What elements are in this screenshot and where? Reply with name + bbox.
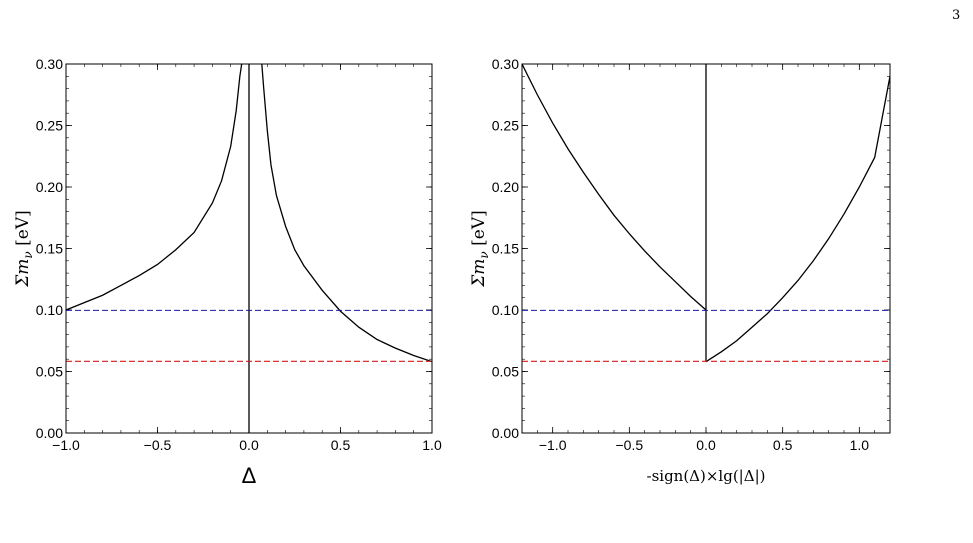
y-tick-label: 0.20 <box>492 179 519 195</box>
x-axis-label: Δ <box>242 463 257 488</box>
x-tick-label: −1.0 <box>539 437 567 453</box>
curve-line <box>261 64 432 363</box>
y-tick-label: 0.20 <box>36 179 63 195</box>
curve-line <box>522 64 707 311</box>
y-tick-label: 0.15 <box>36 241 63 257</box>
figure: −1.0 −0.5 0.0 0.5 1.0 0.00 0.05 0.10 0.15 0.20 0.2… <box>13 56 891 488</box>
x-tick-label: 1.0 <box>850 437 870 453</box>
plot-frame <box>65 63 433 434</box>
y-tick-label: 0.00 <box>492 425 519 441</box>
y-tick-label: 0.05 <box>36 364 63 380</box>
chart-panel-1: −1.0 −0.5 0.0 0.5 1.0 0.00 0.05 0.10 0.15 0.20 0.2… <box>13 56 442 488</box>
plot-frame <box>521 63 891 434</box>
series-group <box>66 64 432 433</box>
chart-panel-2: −1.0 −0.5 0.0 0.5 1.0 0.00 0.05 0.10 0.15 0.20 0.2… <box>469 56 891 485</box>
x-tick-label: −1.0 <box>52 437 80 453</box>
curve-line <box>66 64 243 311</box>
series-group <box>522 64 890 363</box>
y-axis-label: Σmν [eV] <box>469 210 491 287</box>
x-tick-label: 0.5 <box>773 437 793 453</box>
x-tick-label: 0.5 <box>331 437 351 453</box>
curve-line <box>705 76 890 363</box>
y-tick-label: 0.30 <box>492 56 519 72</box>
x-tick-label: −0.5 <box>144 437 172 453</box>
y-tick-label: 0.00 <box>36 425 63 441</box>
caption-fragment <box>395 526 835 543</box>
y-axis-label: Σmν [eV] <box>13 210 35 287</box>
y-tick-label: 0.25 <box>36 118 63 134</box>
y-tick-label: 0.10 <box>36 302 63 318</box>
x-tick-label: 1.0 <box>422 437 442 453</box>
y-tick-label: 0.10 <box>492 302 519 318</box>
page-number: 3 <box>952 8 961 23</box>
x-axis-label: -sign(Δ)×lg(|Δ|) <box>647 467 766 485</box>
x-tick-label: 0.0 <box>239 437 259 453</box>
y-tick-label: 0.05 <box>492 364 519 380</box>
y-tick-label: 0.25 <box>492 118 519 134</box>
y-tick-label: 0.30 <box>36 56 63 72</box>
y-tick-label: 0.15 <box>492 241 519 257</box>
x-tick-label: −0.5 <box>616 437 644 453</box>
x-tick-label: 0.0 <box>696 437 716 453</box>
